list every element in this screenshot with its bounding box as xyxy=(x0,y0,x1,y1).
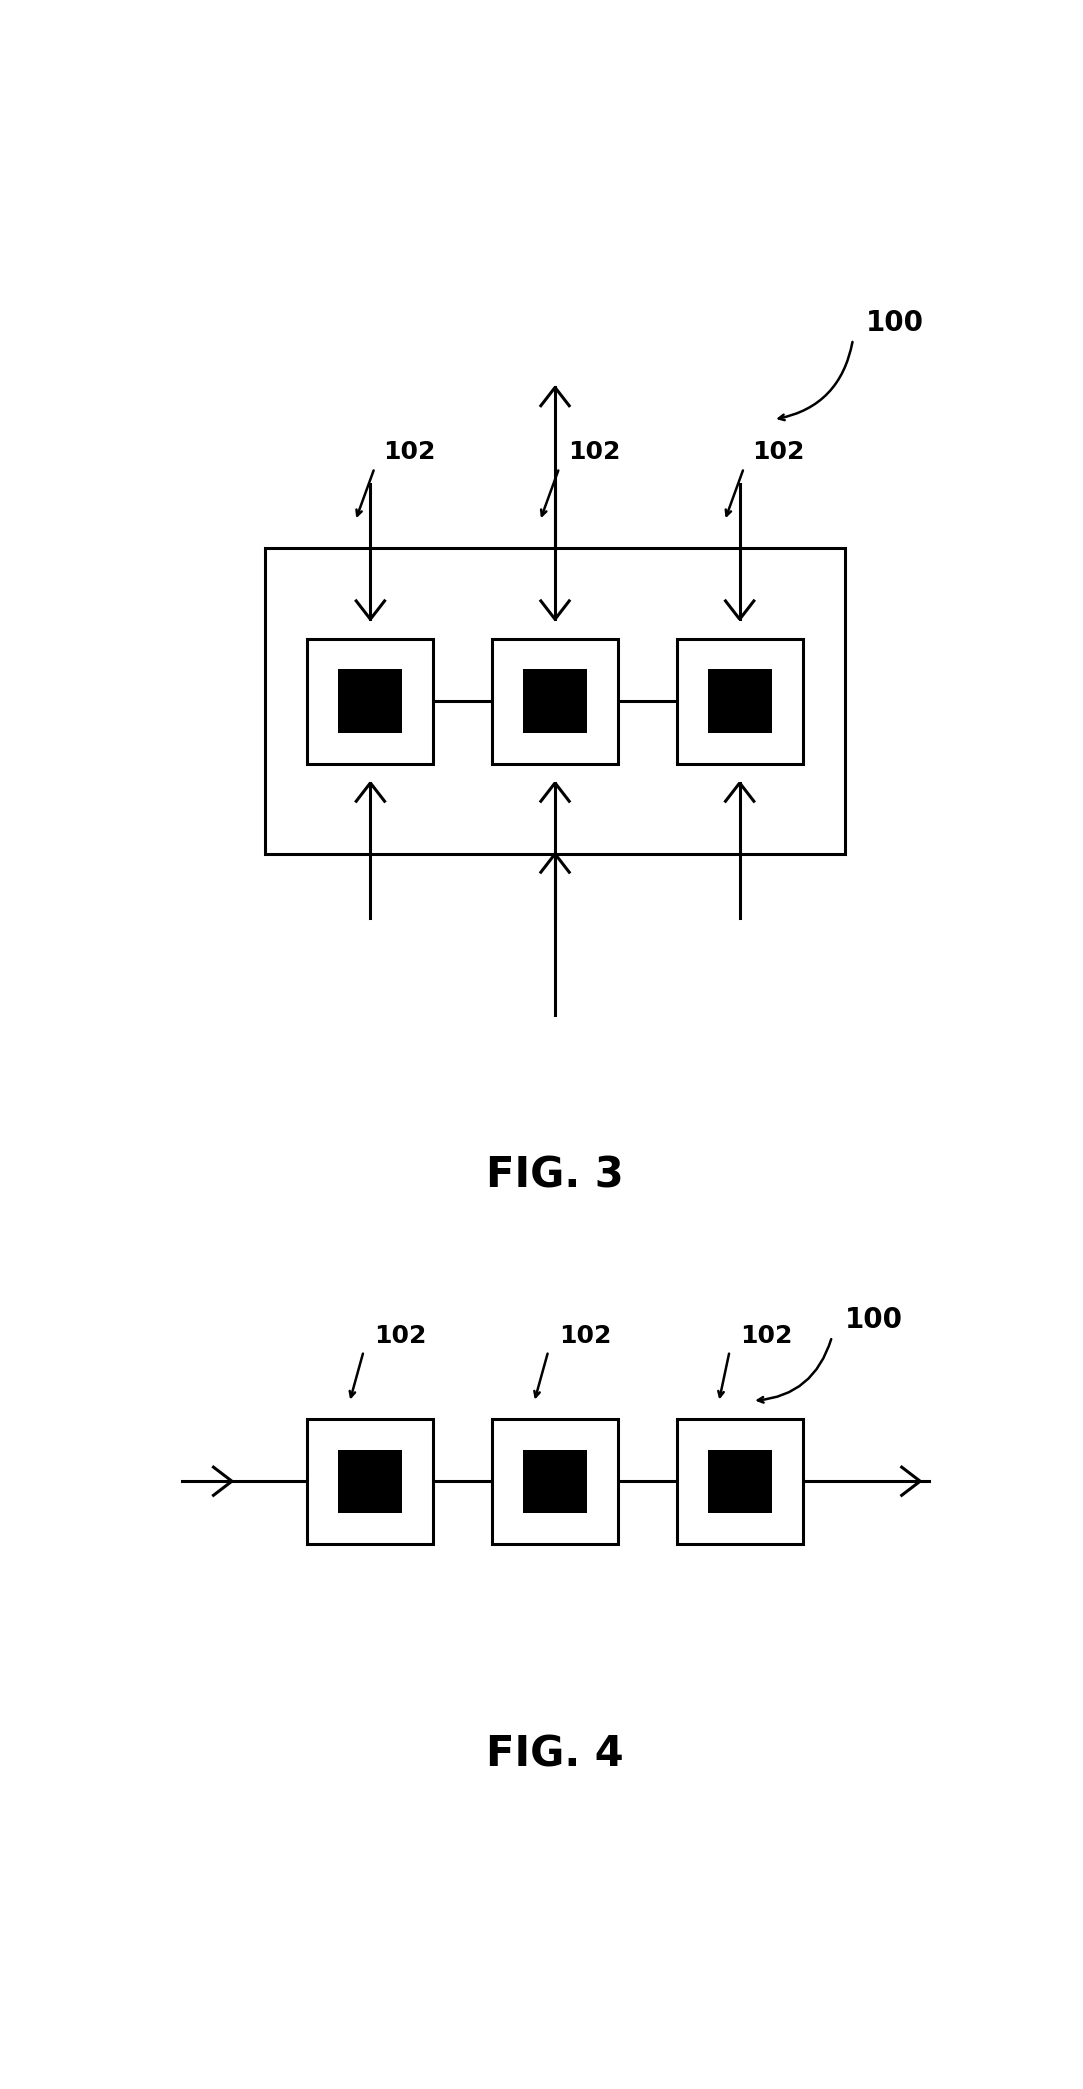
Bar xyxy=(708,1450,771,1512)
Bar xyxy=(265,547,845,854)
Text: FIG. 3: FIG. 3 xyxy=(486,1155,624,1197)
Bar xyxy=(492,1418,618,1544)
Bar xyxy=(523,1450,587,1512)
Bar xyxy=(677,1418,803,1544)
Bar xyxy=(677,639,803,765)
Text: 102: 102 xyxy=(375,1324,427,1347)
Bar xyxy=(339,668,402,733)
Bar xyxy=(523,668,587,733)
Bar xyxy=(708,668,771,733)
Text: 100: 100 xyxy=(865,309,924,336)
Bar xyxy=(308,639,433,765)
Text: 102: 102 xyxy=(567,441,619,464)
Text: 100: 100 xyxy=(845,1306,902,1335)
Bar xyxy=(308,1418,433,1544)
Text: 102: 102 xyxy=(559,1324,612,1347)
Text: 102: 102 xyxy=(753,441,805,464)
Bar xyxy=(339,1450,402,1512)
Text: FIG. 4: FIG. 4 xyxy=(486,1734,624,1776)
Bar xyxy=(492,639,618,765)
Text: 102: 102 xyxy=(383,441,435,464)
Text: 102: 102 xyxy=(740,1324,792,1347)
